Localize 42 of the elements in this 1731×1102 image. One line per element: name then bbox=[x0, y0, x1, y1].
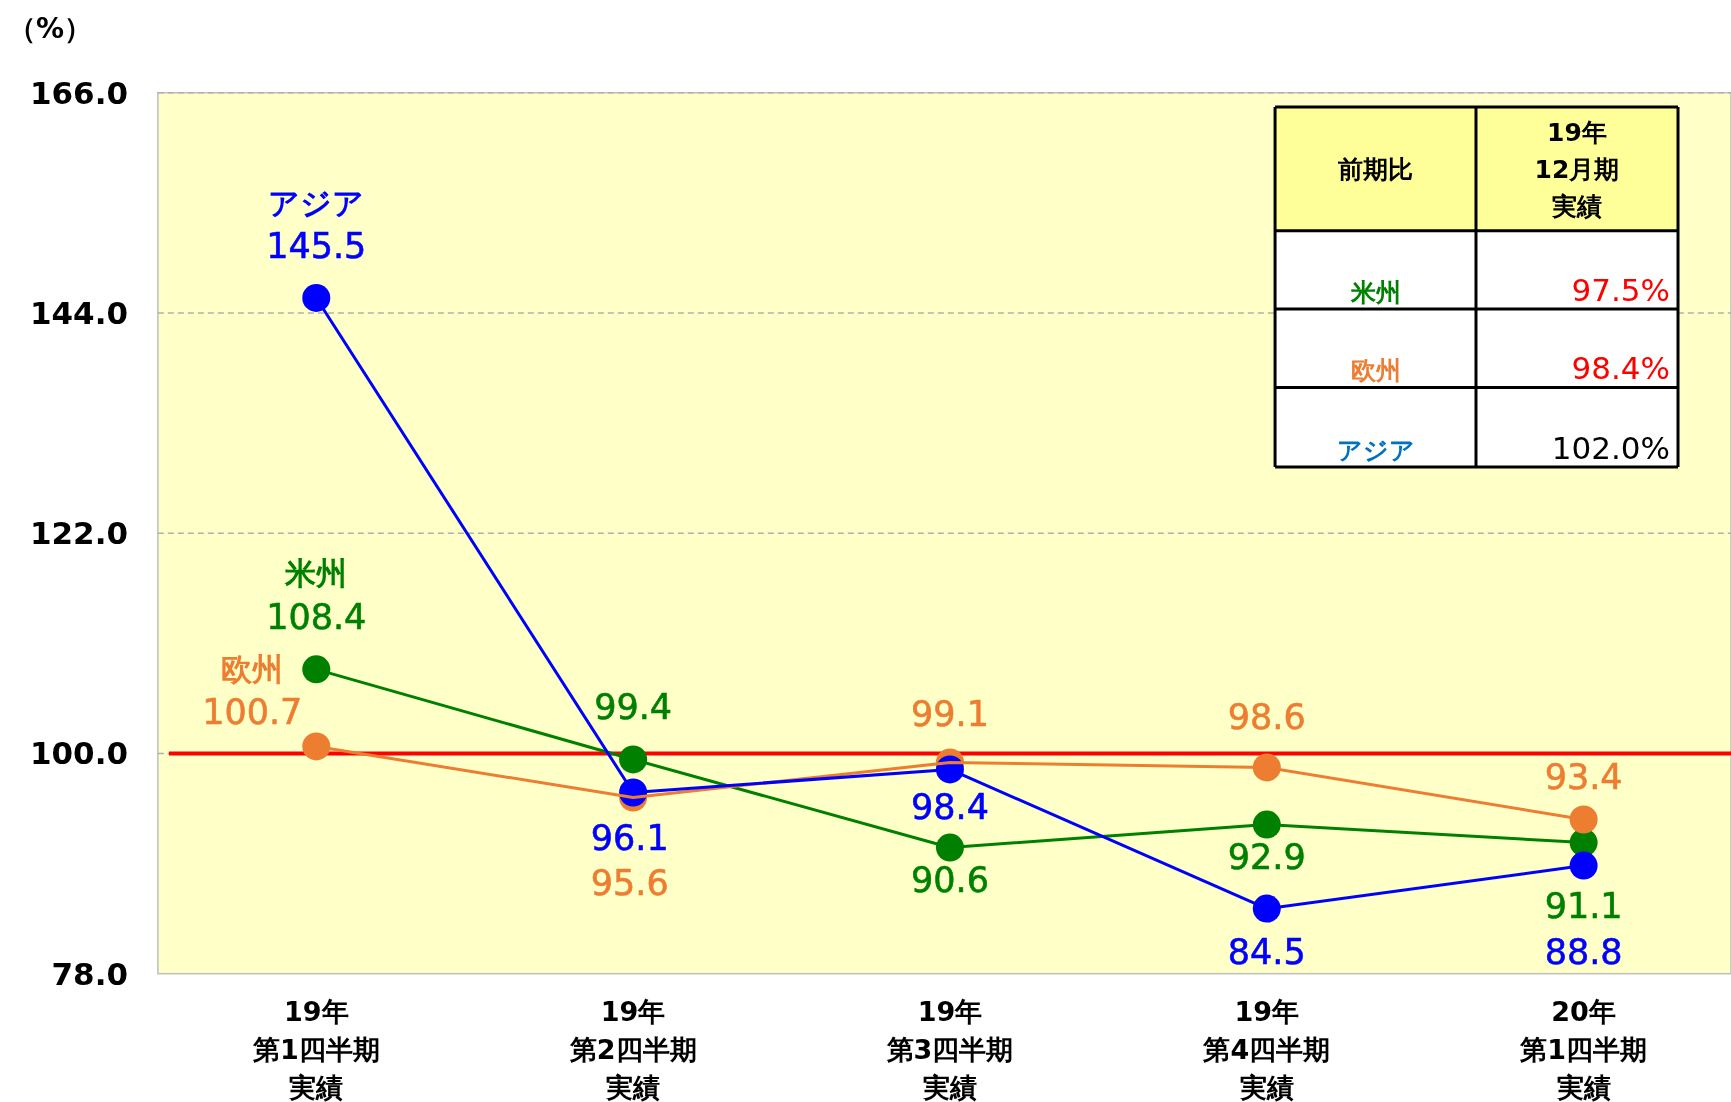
data-label: 99.4 bbox=[594, 686, 673, 727]
y-tick-label: 78.0 bbox=[51, 955, 129, 992]
annotation: 97.5% bbox=[1571, 272, 1671, 309]
data-label: 98.4 bbox=[910, 787, 989, 828]
y-axis-title: （%） bbox=[8, 12, 93, 45]
annotation: 前期比 bbox=[1337, 154, 1414, 184]
point bbox=[302, 732, 331, 761]
y-tick-label: 122.0 bbox=[30, 515, 129, 552]
y-tick-label: 144.0 bbox=[30, 294, 129, 331]
data-label: 92.9 bbox=[1227, 836, 1306, 877]
data-label: 96.1 bbox=[590, 817, 669, 858]
data-label: 145.5 bbox=[266, 226, 367, 267]
data-label: 95.6 bbox=[590, 862, 669, 903]
x-tick-label: 19年第2四半期実績 bbox=[568, 996, 697, 1102]
data-label: 93.4 bbox=[1544, 756, 1623, 797]
data-label: 99.1 bbox=[910, 694, 989, 735]
point bbox=[302, 655, 331, 684]
y-tick-label: 100.0 bbox=[30, 735, 129, 772]
point bbox=[302, 283, 331, 312]
text: アジア bbox=[268, 185, 365, 222]
data-label: 90.6 bbox=[910, 859, 989, 900]
x-tick-label: 19年第3四半期実績 bbox=[885, 996, 1014, 1102]
annotation: 102.0% bbox=[1551, 429, 1671, 466]
data-label: 84.5 bbox=[1227, 931, 1306, 972]
x-tick-label: 19年第1四半期実績 bbox=[251, 996, 380, 1102]
x-tick-label: 20年第1四半期実績 bbox=[1519, 996, 1648, 1102]
data-label: 91.1 bbox=[1544, 885, 1623, 926]
data-label: 88.8 bbox=[1544, 931, 1623, 972]
data-label: 100.7 bbox=[202, 692, 303, 733]
annotation: 米州 bbox=[1349, 278, 1401, 308]
point bbox=[1569, 805, 1598, 834]
x-tick-label: 19年第4四半期実績 bbox=[1202, 996, 1331, 1102]
data-label: 98.6 bbox=[1227, 696, 1306, 737]
annotation: アジア bbox=[1336, 435, 1415, 465]
annotation: 98.4% bbox=[1571, 350, 1671, 387]
series-label: 欧州 bbox=[221, 651, 284, 688]
text: 米州 bbox=[284, 555, 348, 592]
annotation: 19年12月期実績 bbox=[1534, 118, 1620, 222]
point bbox=[1569, 851, 1598, 880]
y-tick-label: 166.0 bbox=[30, 74, 129, 111]
annotation: 欧州 bbox=[1350, 356, 1401, 386]
data-label: 108.4 bbox=[266, 596, 367, 637]
